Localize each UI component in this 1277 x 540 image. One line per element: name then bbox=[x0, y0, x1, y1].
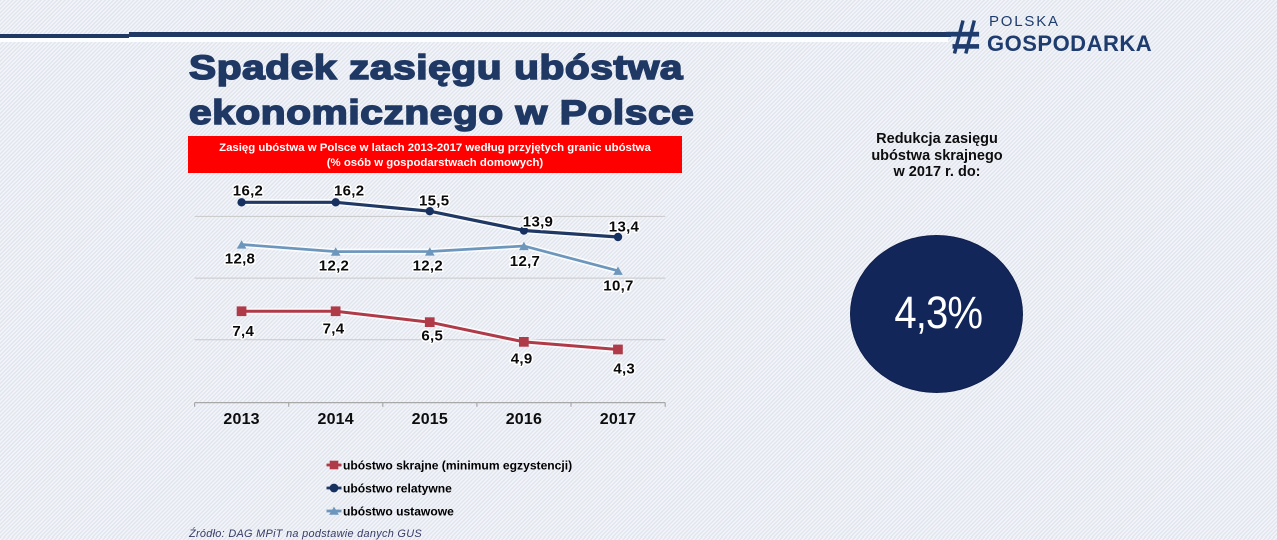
svg-text:ubóstwo relatywne: ubóstwo relatywne bbox=[343, 481, 452, 495]
svg-text:ubóstwo skrajne (minimum egzys: ubóstwo skrajne (minimum egzystencji) bbox=[343, 458, 572, 472]
svg-text:4,9: 4,9 bbox=[511, 350, 533, 367]
svg-text:12,2: 12,2 bbox=[319, 257, 349, 274]
svg-text:7,4: 7,4 bbox=[323, 321, 345, 338]
svg-text:12,7: 12,7 bbox=[510, 253, 540, 270]
svg-text:12,2: 12,2 bbox=[413, 257, 443, 274]
svg-text:2015: 2015 bbox=[412, 411, 448, 428]
svg-text:2014: 2014 bbox=[317, 411, 353, 428]
svg-text:2017: 2017 bbox=[600, 411, 636, 428]
svg-text:13,4: 13,4 bbox=[609, 218, 640, 235]
svg-text:15,5: 15,5 bbox=[419, 193, 449, 210]
svg-text:13,9: 13,9 bbox=[523, 214, 553, 231]
svg-text:ubóstwo ustawowe: ubóstwo ustawowe bbox=[343, 504, 454, 518]
svg-text:2013: 2013 bbox=[223, 411, 259, 428]
svg-text:4,3: 4,3 bbox=[613, 361, 635, 378]
svg-text:7,4: 7,4 bbox=[232, 323, 254, 340]
svg-text:12,8: 12,8 bbox=[225, 251, 255, 268]
svg-text:16,2: 16,2 bbox=[334, 183, 364, 200]
svg-text:2016: 2016 bbox=[506, 411, 542, 428]
svg-text:16,2: 16,2 bbox=[233, 182, 263, 199]
svg-text:10,7: 10,7 bbox=[603, 277, 633, 294]
svg-text:6,5: 6,5 bbox=[421, 327, 443, 344]
